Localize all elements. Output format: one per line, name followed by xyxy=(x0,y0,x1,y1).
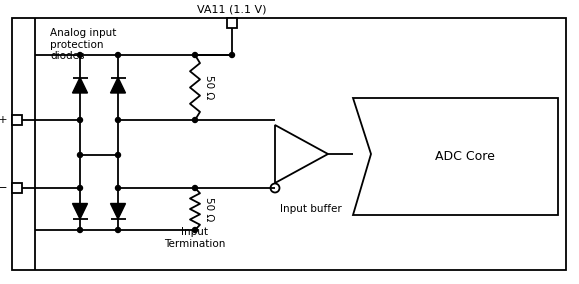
Circle shape xyxy=(78,227,82,233)
Circle shape xyxy=(115,185,120,191)
Text: 50 Ω: 50 Ω xyxy=(204,75,214,100)
Text: INx−: INx− xyxy=(0,183,9,193)
Circle shape xyxy=(78,53,82,57)
Polygon shape xyxy=(72,78,87,93)
Bar xyxy=(12,115,22,125)
Polygon shape xyxy=(275,125,328,183)
Circle shape xyxy=(78,153,82,158)
Circle shape xyxy=(192,118,197,122)
Bar xyxy=(12,18,566,270)
Circle shape xyxy=(229,53,234,57)
Circle shape xyxy=(115,153,120,158)
Circle shape xyxy=(192,53,197,57)
Text: INx+: INx+ xyxy=(0,115,9,125)
Circle shape xyxy=(270,183,280,193)
Text: 50 Ω: 50 Ω xyxy=(204,197,214,221)
Circle shape xyxy=(192,185,197,191)
Circle shape xyxy=(192,227,197,233)
Text: ADC Core: ADC Core xyxy=(435,150,494,163)
Circle shape xyxy=(115,53,120,57)
Bar xyxy=(227,18,237,28)
Text: Input buffer: Input buffer xyxy=(280,204,342,214)
Polygon shape xyxy=(111,204,126,219)
Circle shape xyxy=(115,227,120,233)
Polygon shape xyxy=(353,98,558,215)
Polygon shape xyxy=(111,78,126,93)
Circle shape xyxy=(78,185,82,191)
Circle shape xyxy=(115,118,120,122)
Polygon shape xyxy=(72,204,87,219)
Bar xyxy=(12,183,22,193)
Text: Analog input
protection
diodes: Analog input protection diodes xyxy=(50,28,116,61)
Text: VA11 (1.1 V): VA11 (1.1 V) xyxy=(197,5,267,15)
Text: Input
Termination: Input Termination xyxy=(164,227,226,248)
Circle shape xyxy=(78,118,82,122)
